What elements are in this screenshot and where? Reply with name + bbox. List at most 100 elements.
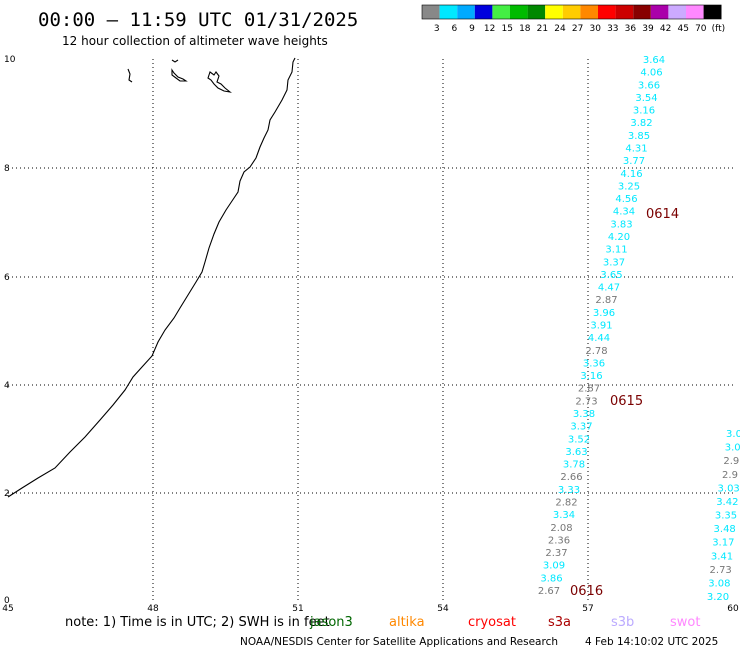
- wave-height-value: 4.20: [608, 232, 630, 243]
- altimeter-tracks: 3.644.063.663.543.163.823.854.313.774.16…: [538, 55, 740, 603]
- wave-height-value: 3.52: [568, 434, 590, 445]
- wave-height-value: 2.73: [710, 565, 732, 576]
- y-tick-label: 2: [4, 489, 10, 499]
- wave-height-value: 3.54: [635, 93, 657, 104]
- pass-labels: 0614 0615 0616: [570, 207, 679, 599]
- wave-height-value: 3.03: [718, 483, 740, 494]
- y-tick-label: 10: [4, 55, 16, 65]
- lat-lon-grid: 45 48 51 54 57 60 10 8 6 4 2 0: [2, 55, 739, 614]
- wave-height-value: 4.44: [588, 333, 610, 344]
- wave-height-value: 3.37: [570, 422, 592, 433]
- wave-height-value: 3.36: [583, 358, 605, 369]
- legend-swatch: [439, 5, 458, 19]
- x-tick-label: 57: [582, 604, 593, 614]
- legend-swatch: [615, 5, 634, 19]
- wave-height-value: 2.08: [550, 523, 572, 534]
- legend-label: 36: [625, 24, 637, 34]
- wave-height-value: 3.17: [712, 538, 734, 549]
- wave-height-legend: 3 6 9 12 15 18 21 24 27 30 33 36 39 42 45 70 (ft): [421, 4, 726, 34]
- legend-label: 21: [537, 24, 548, 34]
- credit-text: NOAA/NESDIS Center for Satellite Applica…: [240, 636, 558, 648]
- wave-height-value: 2.66: [560, 472, 582, 483]
- wave-height-value: 3.09: [543, 561, 565, 572]
- legend-label: 70: [695, 24, 707, 34]
- legend-label: 30: [589, 24, 601, 34]
- coastline-main: [7, 57, 296, 498]
- wave-height-value: 3.16: [633, 106, 655, 117]
- legend-swatch: [598, 5, 616, 19]
- wave-height-value: 3.0: [726, 429, 740, 440]
- wave-height-value: 3.48: [714, 524, 736, 535]
- legend-swatch: [668, 5, 686, 19]
- wave-height-value: 4.31: [625, 144, 647, 155]
- wave-height-value: 3.64: [643, 55, 665, 66]
- legend-label: 15: [501, 24, 512, 34]
- legend-swatch: [562, 5, 581, 19]
- wave-height-value: 3.63: [565, 447, 587, 458]
- wave-height-value: 3.0: [725, 443, 740, 454]
- legend-swatch: [492, 5, 510, 19]
- units-note: note: 1) Time is in UTC; 2) SWH is in fe…: [65, 615, 330, 630]
- wave-height-value: 3.25: [618, 181, 640, 192]
- x-tick-label: 54: [437, 604, 449, 614]
- island-2: [171, 68, 188, 82]
- page-subtitle: 12 hour collection of altimeter wave hei…: [62, 34, 328, 48]
- island-3: [207, 71, 232, 93]
- legend-swatch: [545, 5, 563, 19]
- island-4: [171, 59, 179, 63]
- wave-height-value: 3.08: [708, 578, 730, 589]
- legend-label: 45: [677, 24, 688, 34]
- wave-height-value: 3.11: [605, 245, 627, 256]
- legend-swatch: [650, 5, 669, 19]
- legend-swatch: [580, 5, 598, 19]
- pass-label: 0616: [570, 584, 603, 599]
- wave-height-value: 2.9: [722, 470, 738, 481]
- y-tick-label: 0: [4, 596, 10, 606]
- legend-swatch: [474, 5, 493, 19]
- wave-height-value: 3.20: [707, 592, 729, 603]
- wave-height-value: 3.34: [553, 510, 575, 521]
- wave-height-value: 3.86: [540, 573, 562, 584]
- legend-label: 39: [642, 24, 654, 34]
- legend-label: (ft): [712, 24, 726, 34]
- satellite-legend: jason3 altika cryosat s3a s3b swot: [309, 615, 700, 630]
- legend-label: 24: [554, 24, 566, 34]
- wave-height-value: 3.38: [573, 409, 595, 420]
- legend-label: 42: [660, 24, 671, 34]
- wave-height-value: 3.16: [580, 371, 602, 382]
- wave-height-value: 4.56: [615, 194, 637, 205]
- x-tick-label: 48: [147, 604, 159, 614]
- wave-height-value: 3.41: [711, 551, 733, 562]
- legend-label: 3: [434, 24, 440, 34]
- wave-height-value: 4.16: [620, 169, 642, 180]
- generated-time: 4 Feb 14:10:02 UTC 2025: [585, 636, 718, 648]
- legend-swatch: [457, 5, 475, 19]
- wave-height-value: 3.82: [630, 118, 652, 129]
- wave-height-value: 2.36: [548, 535, 570, 546]
- wave-height-value: 3.35: [715, 511, 737, 522]
- x-tick-label: 60: [727, 604, 739, 614]
- legend-swatch: [686, 5, 704, 19]
- wave-height-value: 3.65: [600, 270, 622, 281]
- wave-height-value: 4.47: [598, 283, 620, 294]
- wave-height-value: 3.83: [610, 219, 632, 230]
- legend-label: 12: [484, 24, 495, 34]
- legend-swatch: [633, 5, 651, 19]
- wave-height-value: 2.67: [538, 586, 560, 597]
- wave-height-value: 2.9: [723, 456, 739, 467]
- legend-frame: [421, 4, 722, 20]
- y-tick-label: 8: [4, 164, 10, 174]
- legend-swatch: [703, 5, 722, 19]
- x-tick-label: 45: [2, 604, 13, 614]
- satellite-cryosat: cryosat: [468, 615, 516, 630]
- x-tick-label: 51: [292, 604, 303, 614]
- satellite-altika: altika: [389, 615, 425, 630]
- wave-height-value: 2.73: [575, 396, 597, 407]
- coastline: [7, 57, 296, 498]
- wave-height-value: 2.87: [595, 295, 617, 306]
- wave-height-value: 2.87: [578, 384, 600, 395]
- wave-height-value: 2.82: [555, 498, 577, 509]
- wave-height-value: 3.85: [628, 131, 650, 142]
- wave-height-value: 3.33: [558, 485, 580, 496]
